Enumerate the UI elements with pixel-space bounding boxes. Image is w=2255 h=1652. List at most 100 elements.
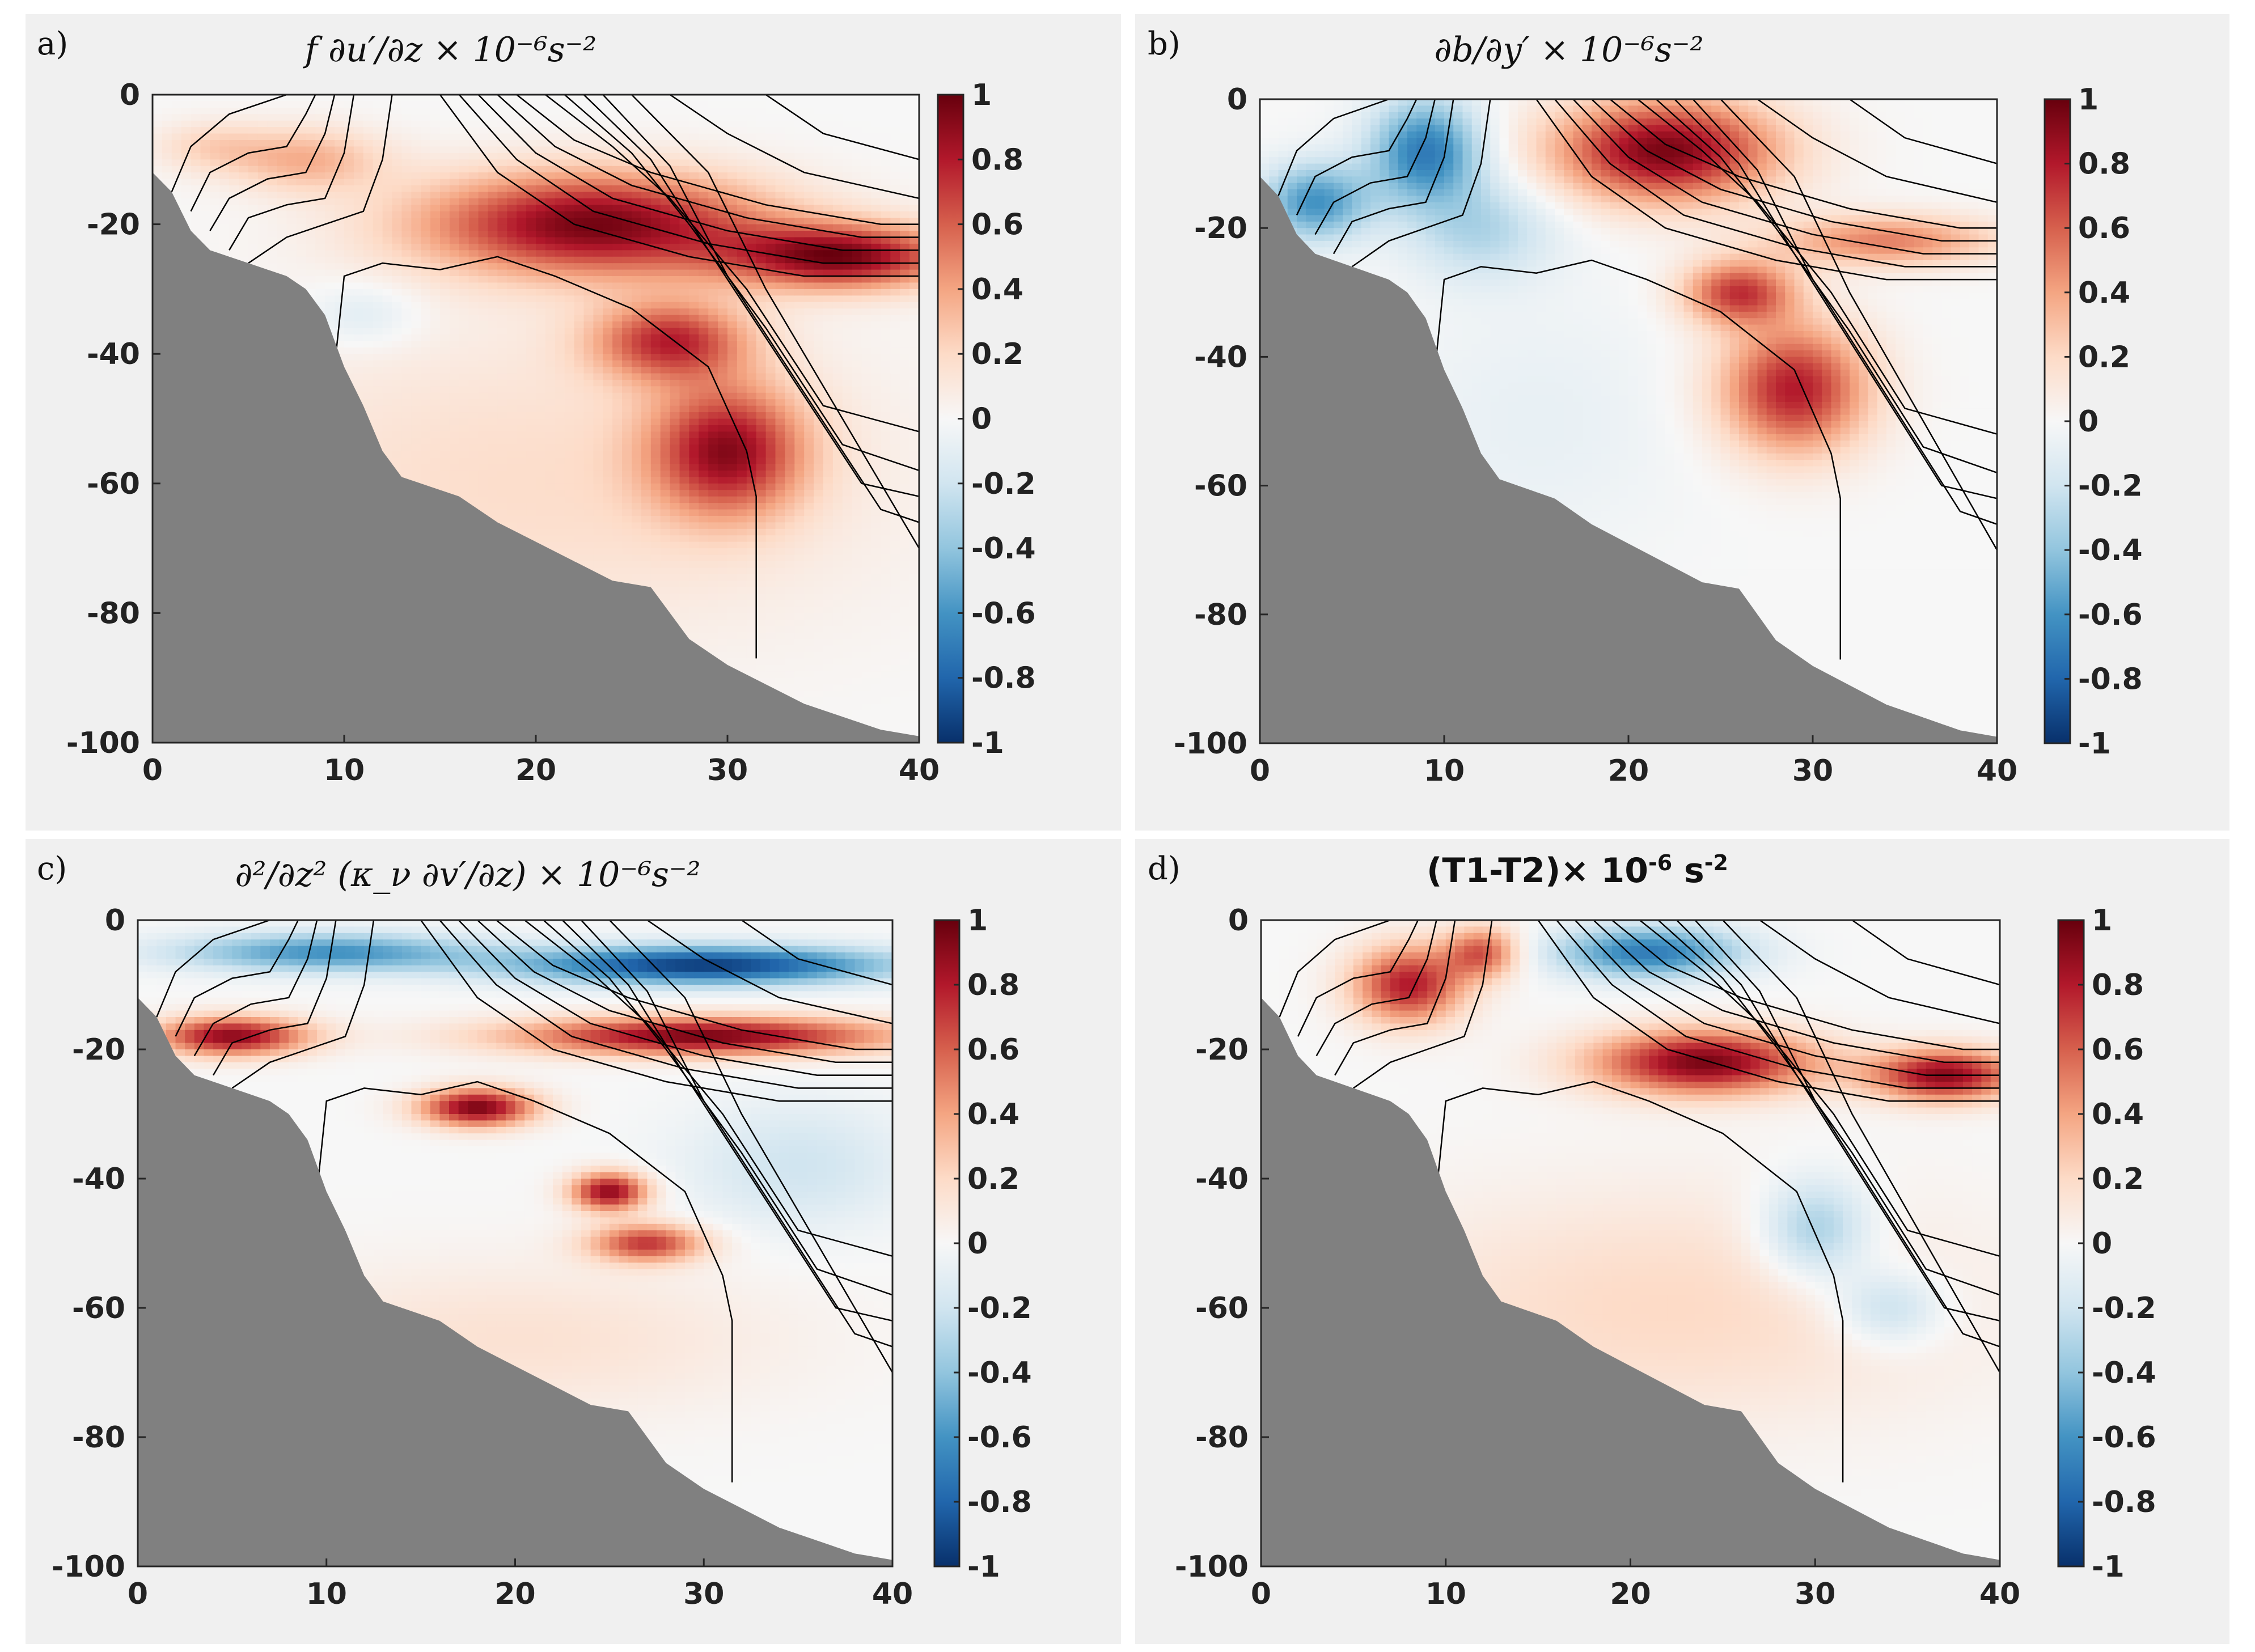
field-cell	[335, 211, 345, 218]
field-cell	[564, 341, 575, 348]
field-cell	[430, 166, 441, 173]
field-cell	[411, 412, 421, 420]
field-cell	[401, 373, 412, 380]
field-cell	[344, 159, 354, 167]
field-cell	[421, 101, 431, 108]
field-cell	[564, 354, 575, 361]
field-cell	[574, 503, 585, 510]
field-cell	[488, 198, 498, 205]
field-cell	[488, 379, 498, 387]
field-cell	[564, 431, 575, 439]
field-cell	[583, 295, 594, 303]
field-cell	[373, 392, 383, 400]
field-cell	[507, 282, 517, 290]
field-cell	[574, 321, 585, 329]
field-cell	[526, 114, 536, 121]
field-cell	[478, 458, 489, 465]
field-cell	[593, 192, 603, 199]
field-cell	[612, 295, 623, 303]
field-cell	[468, 282, 479, 290]
field-cell	[200, 205, 210, 212]
field-cell	[325, 211, 335, 218]
field-cell	[449, 483, 460, 490]
field-cell	[363, 295, 374, 303]
field-cell	[392, 166, 402, 173]
field-cell	[536, 379, 546, 387]
field-cell	[325, 289, 335, 296]
field-cell	[517, 438, 527, 445]
field-cell	[210, 114, 220, 121]
field-cell	[335, 328, 345, 335]
field-cell	[612, 483, 623, 490]
field-cell	[277, 166, 287, 173]
field-cell	[526, 205, 536, 212]
field-cell	[603, 392, 613, 400]
field-cell	[517, 140, 527, 147]
field-cell	[363, 308, 374, 316]
field-cell	[392, 341, 402, 348]
field-cell	[421, 470, 431, 477]
field-cell	[593, 379, 603, 387]
field-cell	[459, 256, 469, 264]
field-cell	[382, 289, 393, 296]
field-cell	[392, 315, 402, 322]
field-cell	[526, 431, 536, 439]
field-cell	[593, 218, 603, 225]
field-cell	[564, 483, 575, 490]
field-cell	[612, 250, 623, 257]
field-cell	[564, 360, 575, 367]
field-cell	[517, 458, 527, 465]
field-cell	[555, 237, 565, 244]
field-cell	[363, 399, 374, 406]
field-cell	[497, 153, 507, 160]
field-cell	[574, 302, 585, 309]
field-cell	[373, 276, 383, 283]
field-cell	[229, 224, 239, 231]
field-cell	[191, 153, 201, 160]
field-cell	[325, 114, 335, 121]
field-cell	[517, 451, 527, 458]
field-cell	[468, 140, 479, 147]
field-cell	[603, 127, 613, 134]
field-cell	[267, 263, 278, 270]
field-cell	[449, 256, 460, 264]
field-cell	[277, 263, 287, 270]
field-cell	[421, 431, 431, 439]
field-cell	[526, 392, 536, 400]
field-cell	[526, 218, 536, 225]
field-cell	[440, 470, 450, 477]
field-cell	[248, 250, 259, 257]
field-cell	[574, 347, 585, 354]
field-cell	[593, 490, 603, 497]
field-cell	[335, 243, 345, 251]
field-cell	[421, 166, 431, 173]
field-cell	[344, 334, 354, 341]
field-cell	[593, 418, 603, 426]
field-cell	[440, 120, 450, 128]
field-cell	[248, 153, 259, 160]
field-cell	[517, 101, 527, 108]
field-cell	[488, 95, 498, 102]
field-cell	[593, 444, 603, 452]
field-cell	[564, 464, 575, 471]
field-cell	[373, 250, 383, 257]
field-cell	[536, 367, 546, 374]
field-cell	[564, 250, 575, 257]
field-cell	[440, 412, 450, 420]
field-cell	[421, 354, 431, 361]
field-cell	[392, 367, 402, 374]
field-cell	[401, 211, 412, 218]
field-cell	[555, 412, 565, 420]
field-cell	[449, 470, 460, 477]
field-cell	[507, 392, 517, 400]
field-cell	[497, 107, 507, 115]
field-cell	[593, 140, 603, 147]
field-cell	[306, 256, 316, 264]
field-cell	[603, 490, 613, 497]
field-cell	[267, 159, 278, 167]
field-cell	[478, 218, 489, 225]
field-cell	[564, 451, 575, 458]
field-cell	[468, 159, 479, 167]
field-cell	[459, 107, 469, 115]
field-cell	[411, 192, 421, 199]
